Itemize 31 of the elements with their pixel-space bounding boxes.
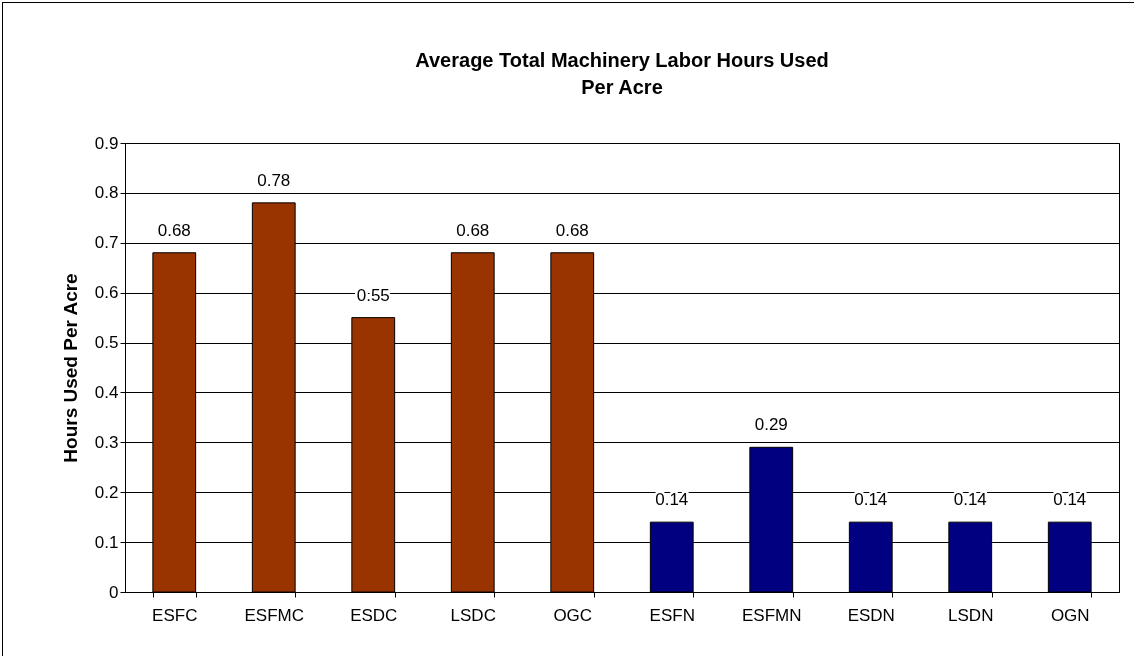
x-tick-label: ESDC: [350, 605, 398, 625]
x-tick-label: OGN: [1050, 605, 1090, 625]
y-axis-title: Hours Used Per Acre: [59, 273, 81, 463]
y-tick-label: 0.5: [94, 333, 119, 353]
data-label: 0.29: [754, 415, 788, 435]
data-label: 0.68: [555, 220, 589, 240]
chart-title: Average Total Machinery Labor Hours Used Per Acre: [415, 49, 829, 98]
data-label: 0.14: [854, 490, 888, 510]
data-label: 0.14: [953, 490, 987, 510]
data-label: 0.78: [257, 170, 291, 190]
y-tick-label: 0.1: [94, 532, 119, 552]
y-tick-label: 0.6: [94, 283, 119, 303]
y-tick-label: 0.3: [94, 432, 119, 452]
y-tick-label: 0.8: [94, 183, 119, 203]
x-tick-label: LSDN: [948, 605, 994, 625]
x-tick-label: ESFMC: [244, 605, 304, 625]
data-label: 0.68: [456, 220, 490, 240]
y-tick-label: 0.4: [94, 382, 119, 402]
x-tick-label: OGC: [553, 605, 593, 625]
data-label: 0.14: [1053, 490, 1087, 510]
x-tick-label: ESFC: [152, 605, 198, 625]
y-tick-label: 0.9: [94, 133, 119, 153]
x-tick-label: LSDC: [450, 605, 496, 625]
x-tick-label: ESFMN: [742, 605, 802, 625]
y-tick-label: 0.7: [94, 233, 119, 253]
x-tick-label: ESDN: [847, 605, 895, 625]
data-label: 0.68: [157, 220, 191, 240]
y-tick-label: 0.2: [94, 482, 119, 502]
y-tick-label: 0: [109, 582, 119, 602]
data-label: 0.14: [655, 490, 689, 510]
x-tick-label: ESFN: [649, 605, 695, 625]
